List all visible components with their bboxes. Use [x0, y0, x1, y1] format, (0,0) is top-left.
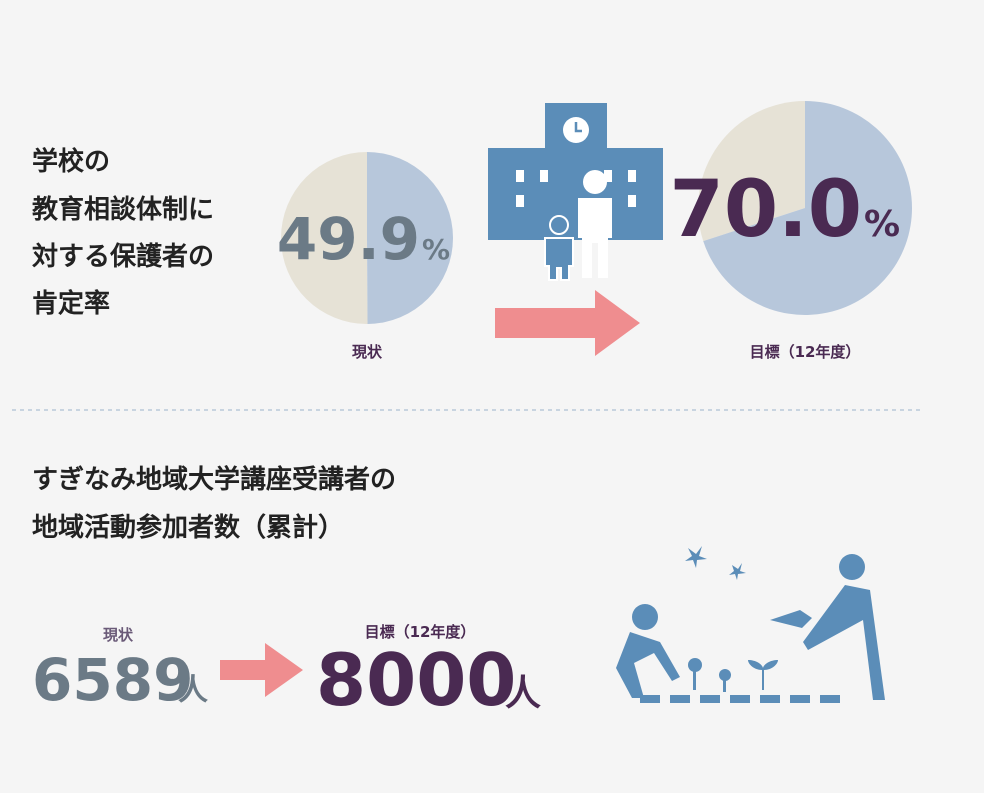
title-line: すぎなみ地域大学講座受講者の: [32, 464, 396, 495]
current-label: 現状: [103, 626, 134, 644]
arrow: [220, 643, 303, 697]
target-label: 目標（12年度）: [365, 623, 476, 641]
pie-rest: [697, 101, 805, 242]
target-value: 8000: [316, 638, 516, 722]
current-label: 現状: [352, 343, 383, 361]
pie-unit: %: [422, 233, 450, 266]
pie-unit: %: [864, 204, 900, 245]
pie-slice: [703, 101, 912, 315]
garden-icon: [616, 546, 885, 703]
title-line: 肯定率: [32, 288, 110, 319]
pie-slice: [367, 152, 453, 324]
title-line: 学校の: [32, 146, 110, 177]
current-value: 6589: [32, 646, 193, 714]
target-label: 目標（12年度）: [750, 343, 861, 361]
pie-rest: [280, 152, 368, 324]
title-line: 教育相談体制に: [32, 194, 214, 225]
arrow: [495, 290, 640, 356]
pie-value: 70.0: [670, 165, 862, 255]
current-unit: 人: [178, 673, 208, 708]
title-line: 対する保護者の: [32, 241, 214, 272]
target-unit: 人: [505, 673, 541, 714]
title-line: 地域活動参加者数（累計）: [32, 512, 344, 543]
school-icon: [488, 103, 663, 281]
pie-value: 49.9: [277, 205, 420, 273]
